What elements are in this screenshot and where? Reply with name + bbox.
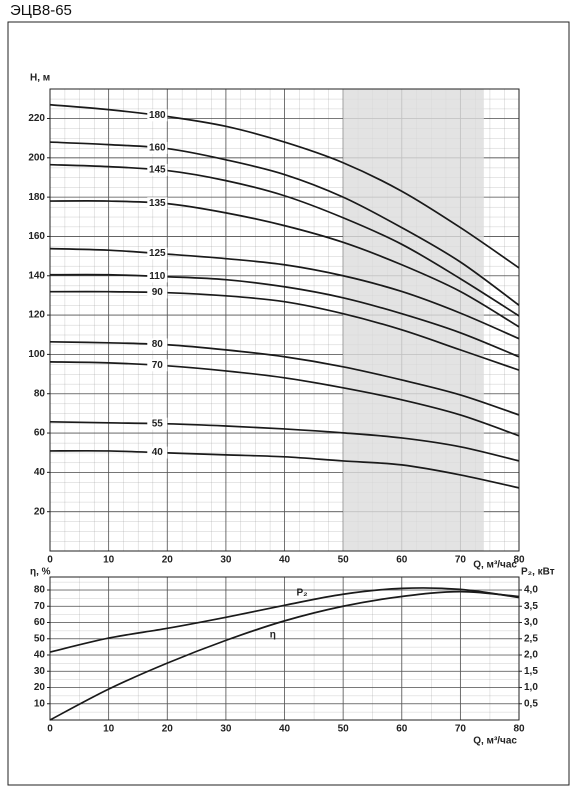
x-tick-label: 10 xyxy=(103,555,115,566)
x-tick-label: 40 xyxy=(279,555,291,566)
curve xyxy=(49,103,520,269)
curve-label: 135 xyxy=(149,198,166,209)
curve xyxy=(49,340,520,416)
y-tick-label: 70 xyxy=(34,601,46,612)
x-tick-label: 60 xyxy=(396,555,408,566)
curve xyxy=(49,141,520,306)
label-bg xyxy=(147,163,168,176)
y-tick-label: 200 xyxy=(28,152,45,163)
x-tick-label: 0 xyxy=(47,724,53,735)
label-bg xyxy=(147,417,168,430)
y2-tick-label: 3,0 xyxy=(524,617,538,628)
x-tick-label: 10 xyxy=(103,724,115,735)
y-tick-label: 140 xyxy=(28,270,45,281)
curve xyxy=(49,163,520,317)
curve-label: P₂ xyxy=(297,588,308,599)
x-tick-label: 40 xyxy=(279,724,291,735)
y-tick-label: 40 xyxy=(34,467,46,478)
y2-tick-label: 3,5 xyxy=(524,601,538,612)
label-bg xyxy=(147,197,168,210)
x-tick-label: 30 xyxy=(220,724,232,735)
page-title: ЭЦВ8-65 xyxy=(10,2,72,19)
y-tick-label: 50 xyxy=(34,633,46,644)
y-tick-label: 160 xyxy=(28,231,45,242)
y-tick-label: 220 xyxy=(28,113,45,124)
curve-label: 90 xyxy=(152,287,164,298)
y2-tick-label: 2,5 xyxy=(524,633,538,644)
x-tick-label: 20 xyxy=(162,724,174,735)
label-bg xyxy=(147,247,168,260)
curve xyxy=(49,361,520,437)
curve-label: 40 xyxy=(152,447,164,458)
x-tick-label: 70 xyxy=(455,555,467,566)
x-tick-label: 60 xyxy=(396,724,408,735)
x-tick-label: 80 xyxy=(513,724,525,735)
curve xyxy=(49,273,520,358)
label-bg xyxy=(147,286,168,299)
y-tick-label: 60 xyxy=(34,428,46,439)
curve xyxy=(49,290,520,371)
x-tick-label: 0 xyxy=(47,555,53,566)
curve-label: 70 xyxy=(152,360,164,371)
label-bg xyxy=(147,141,168,154)
x-tick-label: 30 xyxy=(220,555,232,566)
label-bg xyxy=(147,338,168,351)
curve-label: η xyxy=(270,629,276,640)
y2-tick-label: 1,5 xyxy=(524,666,538,677)
x-tick-label: 50 xyxy=(338,555,350,566)
plot-border xyxy=(49,576,520,721)
curve-label: 160 xyxy=(149,143,166,154)
y-tick-label: 30 xyxy=(34,666,46,677)
label-bg xyxy=(147,270,168,283)
y-tick-label: 100 xyxy=(28,349,45,360)
curve-label: 145 xyxy=(149,165,166,176)
x-tick-label: 80 xyxy=(513,555,525,566)
y-tick-label: 120 xyxy=(28,310,45,321)
y-tick-label: 80 xyxy=(34,585,46,596)
x-axis-label: Q, м³/час xyxy=(473,736,517,747)
y2-tick-label: 0,5 xyxy=(524,698,538,709)
curve-label: 125 xyxy=(149,248,166,259)
x-axis-label: Q, м³/час xyxy=(473,560,517,571)
y2-tick-label: 2,0 xyxy=(524,650,538,661)
y-tick-label: 10 xyxy=(34,698,46,709)
plot-border xyxy=(49,88,520,552)
curve xyxy=(49,587,520,653)
y-tick-label: 180 xyxy=(28,192,45,203)
x-tick-label: 70 xyxy=(455,724,467,735)
curve xyxy=(49,247,520,340)
y2-tick-label: 4,0 xyxy=(524,585,538,596)
y2-axis-label: P₂, кВт xyxy=(521,567,555,578)
frame xyxy=(7,21,570,786)
curve xyxy=(49,420,520,462)
y-tick-label: 80 xyxy=(34,388,46,399)
x-tick-label: 20 xyxy=(162,555,174,566)
label-bg xyxy=(147,359,168,372)
curve xyxy=(49,200,520,328)
y-tick-label: 20 xyxy=(34,682,46,693)
working-range xyxy=(343,89,484,551)
curve-label: 55 xyxy=(152,418,164,429)
y-tick-label: 20 xyxy=(34,506,46,517)
curve xyxy=(49,449,520,489)
label-bg xyxy=(147,446,168,459)
curve-label: 110 xyxy=(149,271,166,282)
curve-label: 80 xyxy=(152,339,164,350)
y-axis-label: η, % xyxy=(30,567,51,578)
y2-tick-label: 1,0 xyxy=(524,682,538,693)
curve-label: 180 xyxy=(149,110,166,121)
x-tick-label: 50 xyxy=(338,724,350,735)
label-bg xyxy=(147,109,168,122)
curve xyxy=(49,590,520,721)
y-axis-label: H, м xyxy=(30,73,50,84)
y-tick-label: 60 xyxy=(34,617,46,628)
y-tick-label: 40 xyxy=(34,650,46,661)
